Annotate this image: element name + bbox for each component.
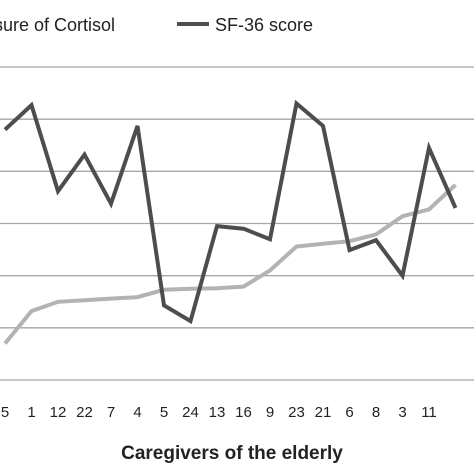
x-tick-label: 16	[235, 404, 252, 421]
x-tick-label: 22	[76, 404, 93, 421]
series-lines	[3, 99, 458, 345]
x-tick-label: 6	[345, 404, 353, 421]
x-tick-label: 9	[266, 404, 274, 421]
series-line-sf36	[3, 99, 458, 325]
x-tick-label: 24	[182, 404, 199, 421]
legend-label-sf36: SF-36 score	[215, 15, 313, 35]
x-tick-label: 11	[421, 404, 437, 421]
x-tick-label: 12	[50, 404, 67, 421]
x-tick-labels: 5 1 12 22 7 4 5 24 13 16 9 23 21 6 8 3 11	[1, 404, 437, 421]
x-tick-label: 3	[398, 404, 406, 421]
series-line-cortisol	[3, 183, 457, 345]
x-axis-title: Caregivers of the elderly	[121, 443, 343, 464]
gridlines	[0, 66, 474, 381]
legend: sure of Cortisol SF-36 score	[0, 15, 313, 35]
x-tick-label: 21	[315, 404, 332, 421]
x-tick-label: 5	[160, 404, 168, 421]
legend-label-cortisol: sure of Cortisol	[0, 15, 115, 35]
x-tick-label: 23	[288, 404, 305, 421]
x-tick-label: 1	[27, 404, 35, 421]
x-tick-label: 13	[209, 404, 226, 421]
x-tick-label: 7	[107, 404, 115, 421]
x-tick-label: 4	[133, 404, 141, 421]
x-tick-label: 5	[1, 404, 9, 421]
x-tick-label: 8	[372, 404, 380, 421]
